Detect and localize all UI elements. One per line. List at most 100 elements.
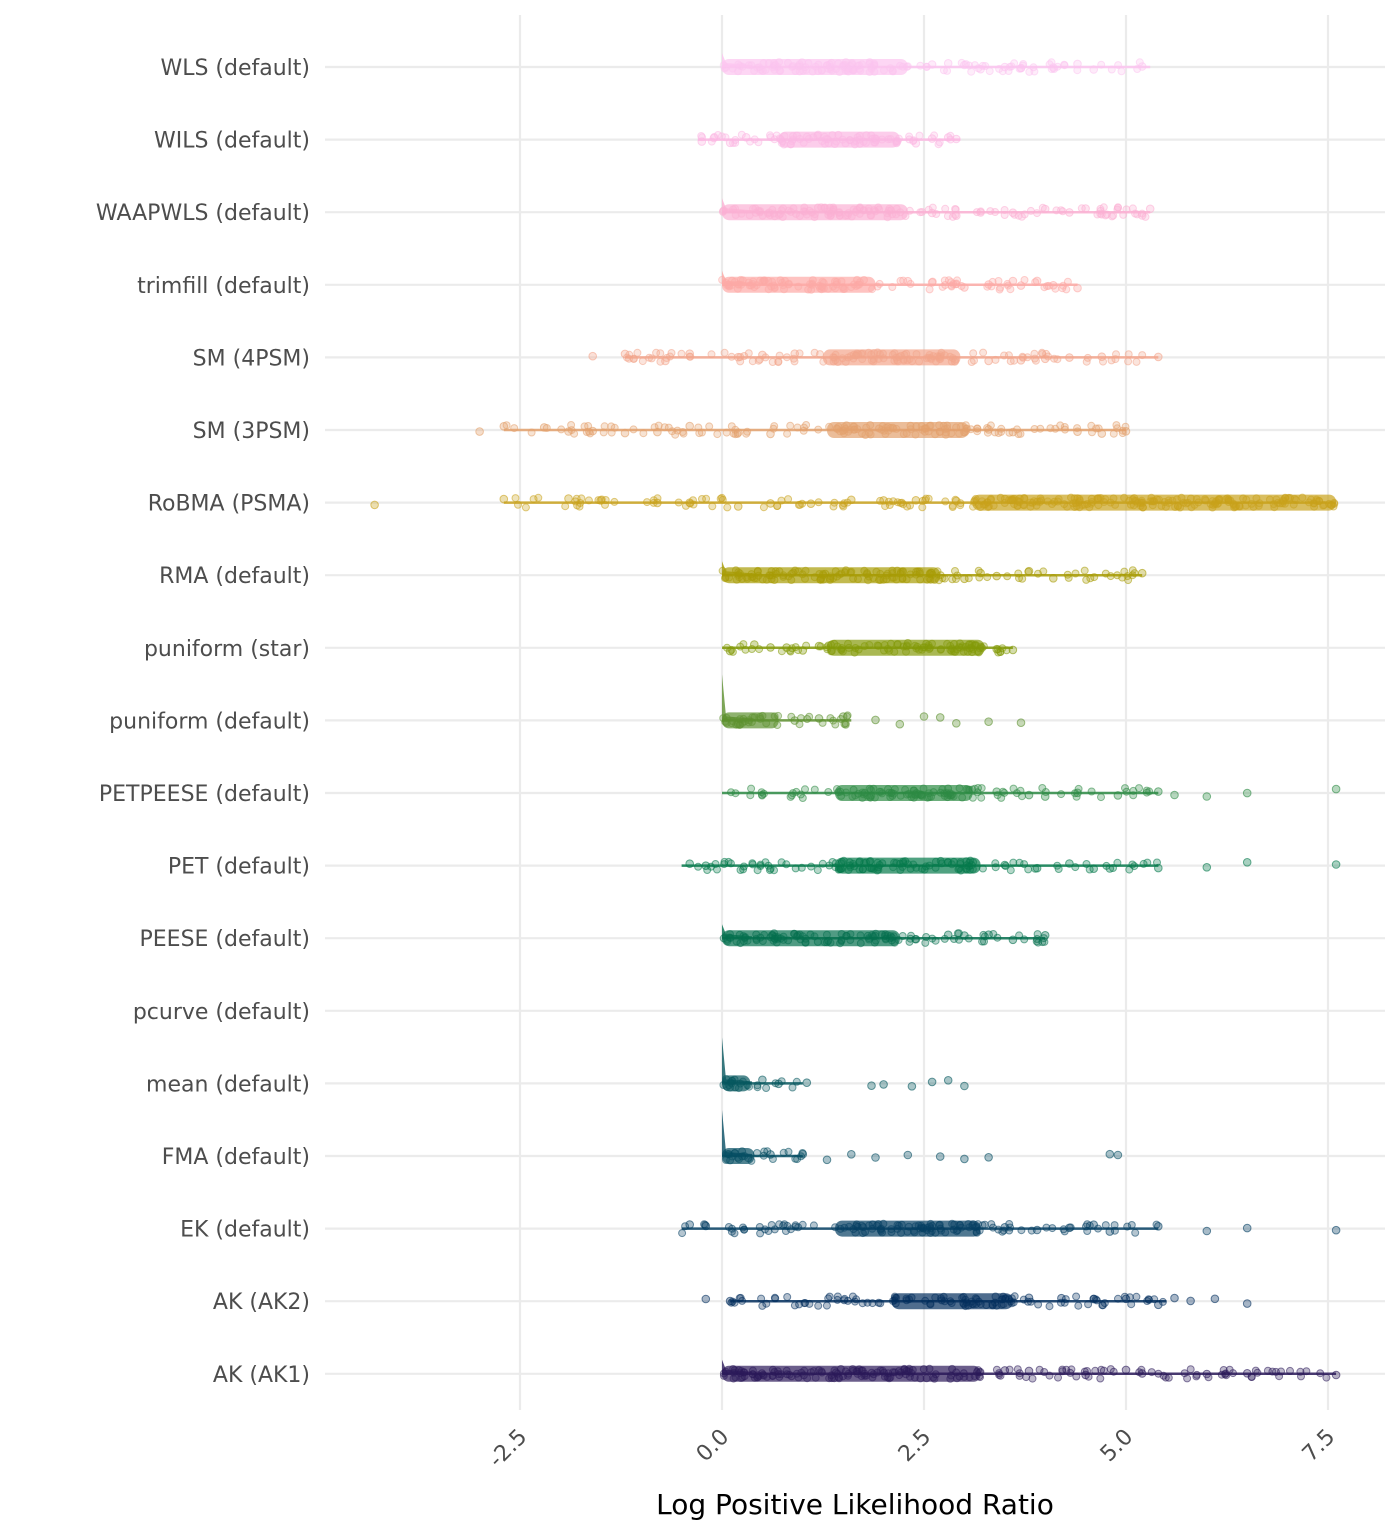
data-point: [832, 424, 841, 433]
data-point: [799, 1371, 808, 1380]
data-point: [908, 357, 916, 366]
data-point: [580, 422, 589, 431]
data-point: [794, 282, 803, 291]
outlier-point: [871, 1153, 880, 1162]
data-point: [783, 429, 792, 438]
data-point: [831, 1223, 840, 1232]
data-point: [879, 66, 888, 75]
data-point: [878, 1228, 887, 1237]
data-point: [949, 857, 958, 866]
data-point: [881, 429, 890, 438]
data-point: [970, 784, 979, 793]
data-point: [951, 205, 960, 213]
data-point: [1131, 1228, 1140, 1237]
data-point: [810, 785, 819, 794]
y-category-label: pcurve (default): [133, 1000, 310, 1025]
data-point: [770, 866, 778, 875]
data-point: [753, 1149, 761, 1157]
data-point: [817, 285, 826, 294]
data-point: [737, 130, 746, 139]
data-point: [732, 720, 741, 729]
data-point: [776, 66, 785, 75]
outlier-point: [1032, 863, 1042, 873]
data-point: [946, 1297, 955, 1306]
data-point: [571, 497, 580, 506]
data-point: [1302, 1367, 1311, 1376]
data-point: [1048, 1224, 1057, 1233]
data-point: [996, 283, 1005, 292]
data-point: [863, 1298, 872, 1307]
data-point: [979, 348, 988, 357]
data-point: [901, 212, 910, 221]
outlier-point: [564, 494, 573, 503]
data-point: [994, 429, 1003, 437]
data-point: [977, 793, 986, 802]
data-point: [1028, 1374, 1037, 1383]
data-point: [1016, 786, 1025, 795]
outlier-point: [960, 1081, 969, 1091]
data-point: [836, 864, 845, 873]
y-category-label: RoBMA (PSMA): [148, 492, 310, 517]
data-point: [862, 138, 870, 147]
data-point: [854, 575, 862, 583]
outlier-point: [943, 930, 953, 940]
outlier-point: [943, 59, 953, 68]
data-point: [832, 277, 841, 286]
data-point: [848, 792, 857, 801]
outlier-point: [1202, 1226, 1212, 1236]
data-point: [1006, 866, 1015, 875]
data-point: [904, 1367, 913, 1376]
data-point: [969, 349, 978, 358]
data-point: [723, 1082, 731, 1091]
data-point: [946, 645, 955, 654]
data-point: [906, 421, 915, 430]
data-point: [906, 501, 914, 510]
outlier-point: [1073, 283, 1082, 293]
outlier-point: [733, 352, 743, 362]
data-point: [1139, 859, 1148, 868]
data-point: [810, 213, 819, 222]
data-point: [896, 61, 904, 70]
density-shape: [722, 53, 752, 67]
data-point: [998, 787, 1007, 796]
data-point: [792, 1077, 801, 1086]
outlier-point: [499, 422, 509, 431]
y-category-label: FMA (default): [162, 1145, 310, 1170]
outlier-point: [1331, 860, 1341, 869]
data-point: [1122, 787, 1131, 796]
data-point: [831, 356, 840, 365]
outlier-point: [1057, 1293, 1066, 1303]
data-point: [1082, 860, 1091, 868]
data-point: [1109, 494, 1118, 503]
data-point: [841, 66, 850, 75]
data-point: [837, 644, 846, 652]
data-point: [837, 791, 846, 800]
data-point: [983, 573, 992, 582]
data-point: [1057, 790, 1066, 799]
data-point: [941, 281, 950, 289]
data-point: [958, 793, 967, 802]
data-point: [832, 280, 841, 289]
data-point: [1113, 205, 1122, 214]
data-point: [1058, 207, 1067, 216]
data-point: [943, 639, 952, 648]
outlier-point: [685, 498, 695, 508]
data-point: [935, 428, 944, 437]
data-point: [983, 424, 992, 432]
data-point: [978, 864, 987, 873]
data-point: [810, 573, 819, 582]
outlier-point: [1032, 276, 1042, 286]
data-point: [844, 209, 853, 218]
data-point: [839, 856, 848, 865]
outlier-point: [758, 1075, 767, 1085]
data-point: [736, 720, 745, 729]
data-point: [887, 1228, 896, 1236]
data-point: [840, 1296, 849, 1305]
data-point: [773, 721, 782, 729]
data-point: [925, 285, 934, 294]
data-point: [1024, 865, 1033, 874]
data-point: [774, 1370, 783, 1379]
data-point: [830, 1374, 839, 1383]
data-point: [748, 860, 757, 869]
data-point: [698, 495, 706, 503]
